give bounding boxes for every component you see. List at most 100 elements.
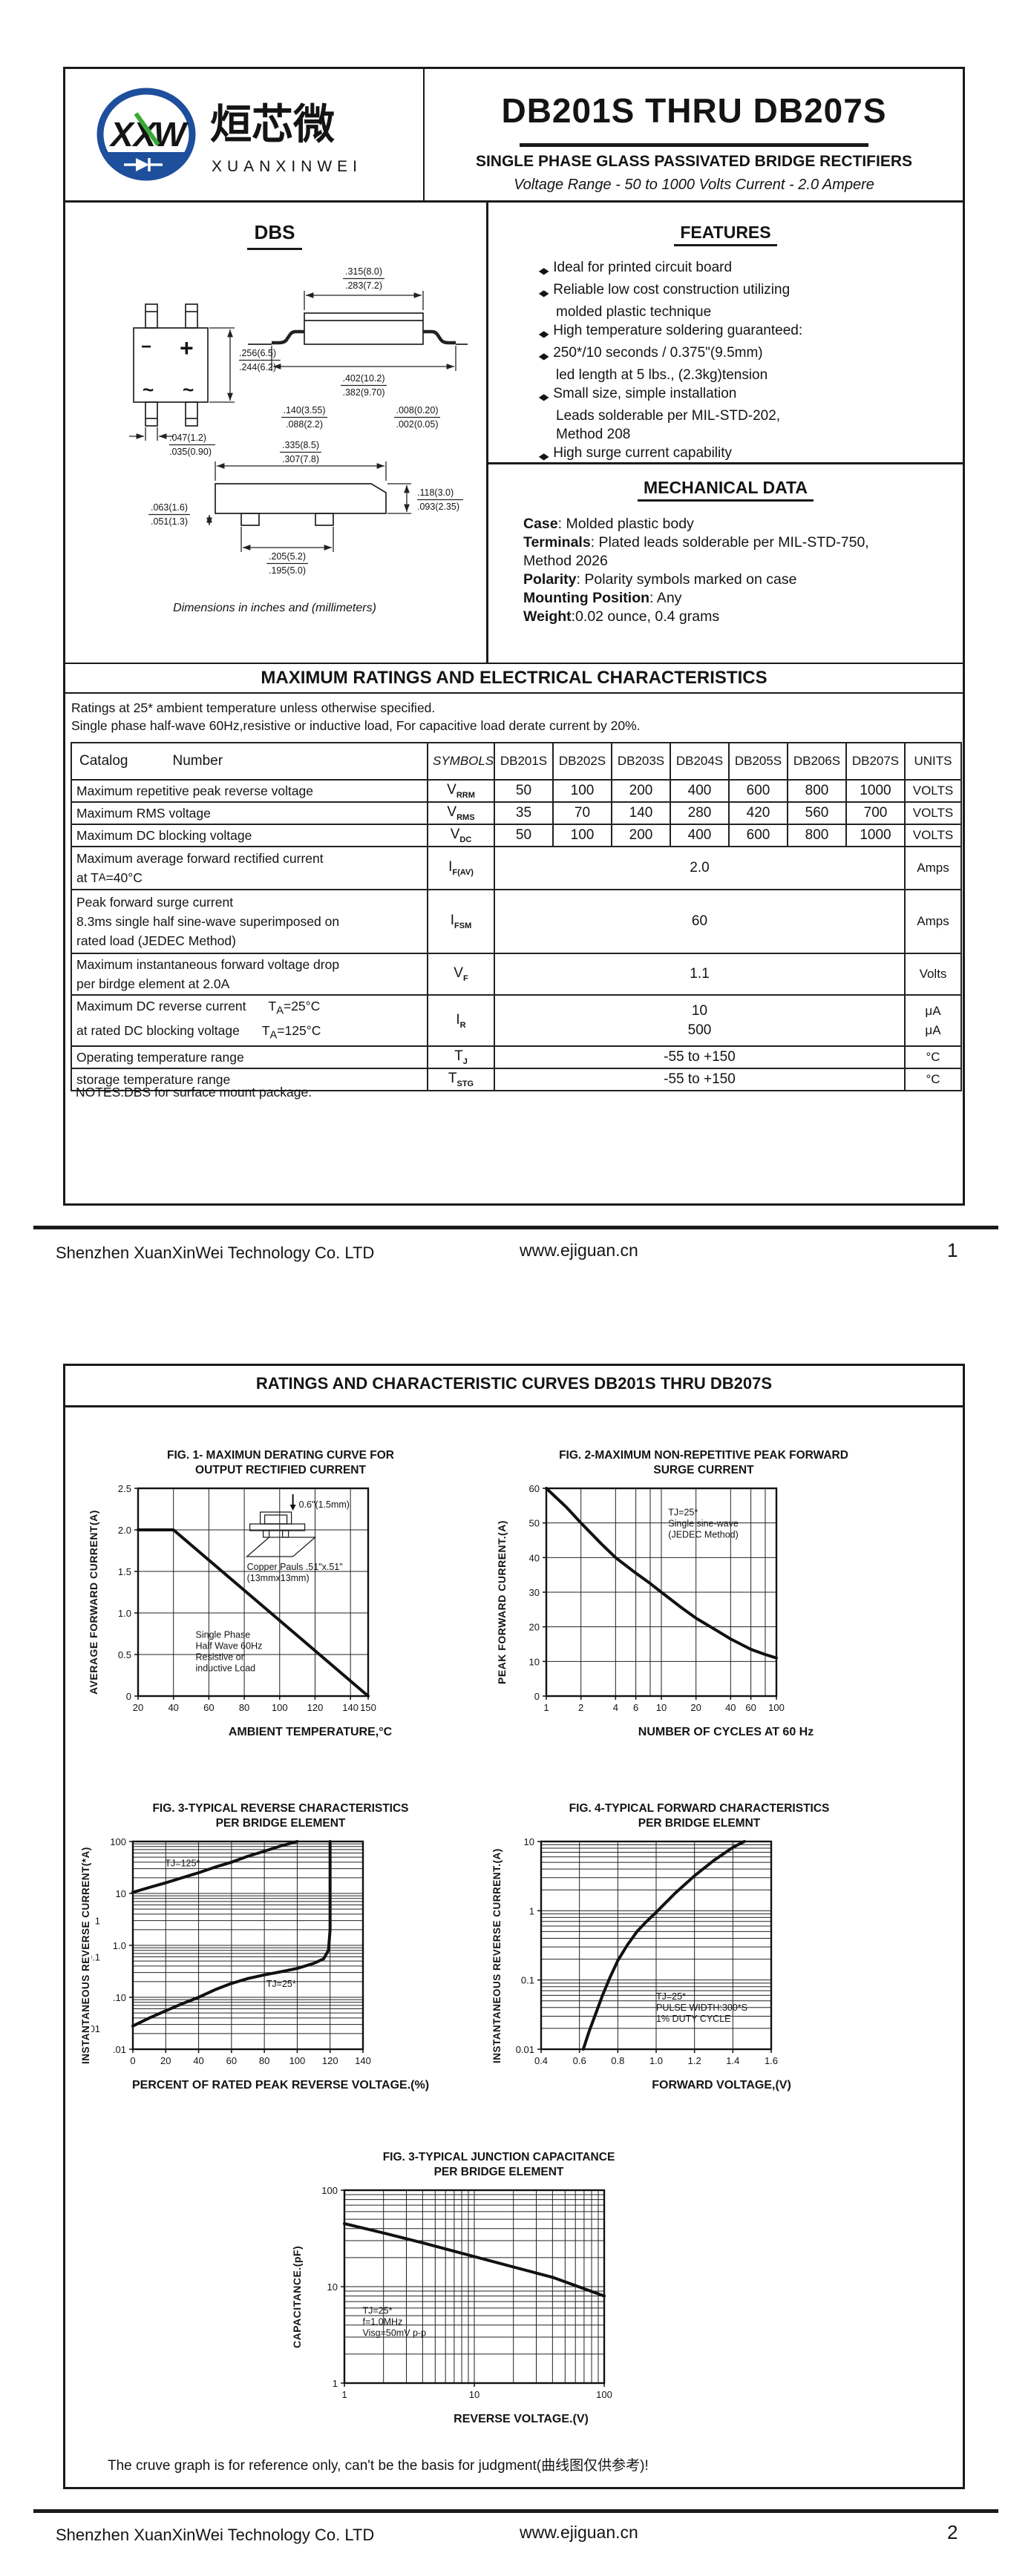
svg-text:Resistive or: Resistive or xyxy=(196,1652,244,1663)
series-TJ=25* xyxy=(131,1840,332,2028)
side-view-dim-lines xyxy=(271,291,456,371)
footer2-page-number: 2 xyxy=(947,2521,958,2543)
mech-item: Weight:0.02 ounce, 0.4 grams xyxy=(523,608,720,625)
svg-text:.195(5.0): .195(5.0) xyxy=(269,565,306,576)
ac-mark-2: ~ xyxy=(183,378,194,401)
svg-text:inductive Load: inductive Load xyxy=(196,1663,256,1674)
feature-item: ◆ Small size, simple installation Leads so… xyxy=(538,384,941,444)
top-view-dim-lines xyxy=(129,327,235,441)
bottom-view-dim-lines xyxy=(206,461,411,552)
svg-text:.093(2.35): .093(2.35) xyxy=(417,502,459,512)
series-forward-voltage xyxy=(581,1840,746,2051)
svg-text:Visg=50mV p-p: Visg=50mV p-p xyxy=(363,2327,427,2338)
doc-title: DB201S THRU DB207S xyxy=(501,91,887,130)
bullet-icon: ◆ xyxy=(538,451,549,461)
svg-text:.244(6.2): .244(6.2) xyxy=(239,362,276,372)
svg-text:10: 10 xyxy=(469,2389,480,2400)
svg-text:1.0: 1.0 xyxy=(113,1940,126,1951)
svg-text:TJ=25*: TJ=25* xyxy=(668,1507,698,1517)
mech-item: Case: Molded plastic body xyxy=(523,516,694,532)
device-column-header: DB207S xyxy=(845,742,906,781)
figure-3-title: FIG. 3-TYPICAL REVERSE CHARACTERISTICS xyxy=(152,1802,409,1815)
feature-text: High surge current capability xyxy=(553,445,733,461)
figure-5: FIG. 3-TYPICAL JUNCTION CAPACITANCE PER … xyxy=(291,2150,707,2426)
figure-5-xlabel: REVERSE VOLTAGE.(V) xyxy=(454,2413,589,2425)
tick-labels: 1 2 4 6 10 20 40 60 100 0 10 20 30 40 50 60 xyxy=(529,1483,785,1713)
series-derating-curve xyxy=(137,1528,370,1698)
svg-text:.307(7.8): .307(7.8) xyxy=(282,454,319,464)
bullet-icon: ◆ xyxy=(538,392,549,402)
svg-text:1.2: 1.2 xyxy=(688,2055,701,2066)
tick-labels: 0 20 40 60 80 100 120 140 100 10 1.0 .10 .01 1 0.1 0.01 xyxy=(91,1836,371,2066)
ac-mark-1: ~ xyxy=(143,378,154,401)
dim-label-bv_right: .118(3.0) .093(2.35) xyxy=(417,487,463,512)
svg-text:10: 10 xyxy=(327,2281,338,2293)
mech-heading: MECHANICAL DATA xyxy=(488,478,963,502)
figure-3: FIG. 3-TYPICAL REVERSE CHARACTERISTICS P… xyxy=(80,1801,481,2092)
svg-text:0.01: 0.01 xyxy=(516,2044,534,2055)
figure-3-plot: 0 20 40 60 80 100 120 140 100 10 1.0 .10 .01 1 0.1 0.01… xyxy=(91,1836,371,2066)
svg-text:60: 60 xyxy=(203,1702,214,1713)
svg-text:.205(5.2): .205(5.2) xyxy=(269,551,306,562)
svg-text:TJ=25*: TJ=25* xyxy=(656,1991,686,2002)
dim-label-sv_top: .315(8.0) .283(7.2) xyxy=(343,266,384,291)
svg-text:.335(8.5): .335(8.5) xyxy=(282,440,319,450)
svg-text:.047(1.2): .047(1.2) xyxy=(169,433,206,443)
pkg-dim-labels: .256(6.5) .244(6.2) .047(1.2) .035(0.90) .31… xyxy=(148,266,463,576)
logo: XX W 烜芯微 XUANXINWEI xyxy=(93,78,419,191)
svg-text:.315(8.0): .315(8.0) xyxy=(345,266,382,277)
figure-2-plot: 1 2 4 6 10 20 40 60 100 0 10 20 30 40 50 60 TJ=25*Single… xyxy=(529,1483,785,1713)
page1-header-divider xyxy=(423,68,425,200)
page1-body-divider xyxy=(486,202,488,663)
mech-list: Case: Molded plastic body Terminals: Plat… xyxy=(523,515,954,626)
svg-text:60: 60 xyxy=(226,2055,237,2066)
svg-text:10: 10 xyxy=(116,1888,126,1899)
footer1-page-number: 1 xyxy=(947,1239,958,1261)
svg-text:.256(6.5): .256(6.5) xyxy=(239,348,276,358)
svg-text:Single sine-wave: Single sine-wave xyxy=(668,1518,739,1528)
tick-labels: 20 40 60 80 100 120 140 150 0 0.5 1.0 1.5 2.0 2.5 xyxy=(118,1483,376,1713)
svg-text:140: 140 xyxy=(342,1702,359,1713)
side-view xyxy=(248,312,480,345)
dim-label-sv_left: .140(3.55) .088(2.2) xyxy=(281,405,327,430)
svg-text:.063(1.6): .063(1.6) xyxy=(151,502,188,513)
svg-text:2.5: 2.5 xyxy=(118,1483,131,1494)
svg-text:100: 100 xyxy=(321,2185,338,2196)
svg-text:40: 40 xyxy=(529,1552,540,1563)
svg-text:0.4: 0.4 xyxy=(534,2055,548,2066)
svg-text:0.01: 0.01 xyxy=(91,2023,100,2034)
svg-text:20: 20 xyxy=(529,1622,540,1633)
svg-text:0.1: 0.1 xyxy=(521,1975,534,1986)
ratings-note-2: Single phase half-wave 60Hz,resistive or… xyxy=(71,718,641,733)
page2-heading-rule xyxy=(65,1405,963,1407)
svg-text:.140(3.55): .140(3.55) xyxy=(284,405,326,415)
svg-text:100: 100 xyxy=(596,2389,612,2400)
mech-item: Polarity: Polarity symbols marked on cas… xyxy=(523,571,797,588)
feature-item: ◆ 250*/10 seconds / 0.375"(9.5mm) led leng… xyxy=(539,344,941,384)
feature-text: led length at 5 lbs., (2.3kg)tension xyxy=(556,367,768,383)
feature-item: ◆ Reliable low cost construction utilizin… xyxy=(539,280,941,321)
figure-2-title2: SURGE CURRENT xyxy=(653,1464,754,1476)
diode-icon xyxy=(124,158,163,171)
svg-text:20: 20 xyxy=(690,1702,701,1713)
dim-label-tv_h: .256(6.5) .244(6.2) xyxy=(239,348,281,372)
top-view xyxy=(133,303,209,427)
feature-item: ◆ Ideal for printed circuit board xyxy=(539,258,941,280)
dim-label-sv_span: .402(10.2) .382(9.70) xyxy=(341,373,387,398)
figure-3-title2: PER BRIDGE ELEMENT xyxy=(215,1817,346,1830)
plot-area: 0.4 0.6 0.8 1.0 1.2 1.4 1.6 10 1 0.1 0.01 TJ=25*PUL… xyxy=(516,1836,778,2066)
svg-text:0.6: 0.6 xyxy=(573,2055,586,2066)
feature-text: Small size, simple installation xyxy=(553,386,737,401)
figure-5-ylabel: CAPACITANCE.(pF) xyxy=(291,2245,303,2349)
annotation: TJ=125* xyxy=(165,1859,200,1869)
svg-text:10: 10 xyxy=(656,1702,667,1713)
figure-1-ylabel: AVERAGE FORWARD CURRENT(A) xyxy=(88,1510,99,1695)
plot-area: 1 2 4 6 10 20 40 60 100 0 10 20 30 40 50 60 TJ=25*Single… xyxy=(529,1483,785,1713)
table-row: Maximum DC reverse current TA=25°C at rate… xyxy=(71,994,962,1047)
plot-border xyxy=(137,1487,370,1698)
svg-text:120: 120 xyxy=(307,1702,324,1713)
series-TJ=125* xyxy=(131,1840,299,1894)
svg-text:1: 1 xyxy=(333,2378,338,2389)
